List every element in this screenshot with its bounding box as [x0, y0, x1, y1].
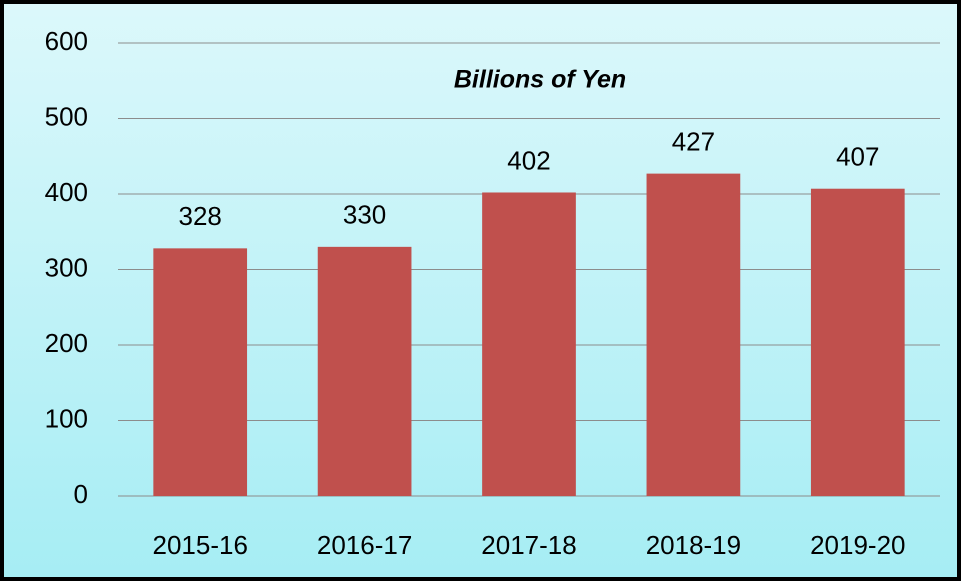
data-label: 330: [343, 200, 386, 230]
bar: [317, 246, 412, 496]
bar: [153, 248, 248, 496]
x-tick-label: 2017-18: [481, 530, 576, 560]
x-tick-label: 2015-16: [152, 530, 247, 560]
data-label: 328: [179, 201, 222, 231]
y-tick-label: 0: [74, 479, 88, 509]
y-tick-label: 500: [45, 101, 88, 131]
x-tick-label: 2019-20: [810, 530, 905, 560]
y-tick-label: 100: [45, 403, 88, 433]
y-tick-label: 600: [45, 26, 88, 56]
x-tick-label: 2018-19: [646, 530, 741, 560]
y-tick-label: 300: [45, 252, 88, 282]
data-label: 427: [672, 126, 715, 156]
chart-title: Billions of Yen: [454, 66, 626, 94]
bar: [646, 173, 741, 497]
data-label: 407: [836, 142, 879, 172]
x-tick-label: 2016-17: [317, 530, 412, 560]
data-label: 402: [507, 145, 550, 175]
bar: [482, 192, 576, 497]
y-tick-label: 200: [45, 328, 88, 358]
y-tick-label: 400: [45, 177, 88, 207]
bar: [810, 188, 905, 496]
